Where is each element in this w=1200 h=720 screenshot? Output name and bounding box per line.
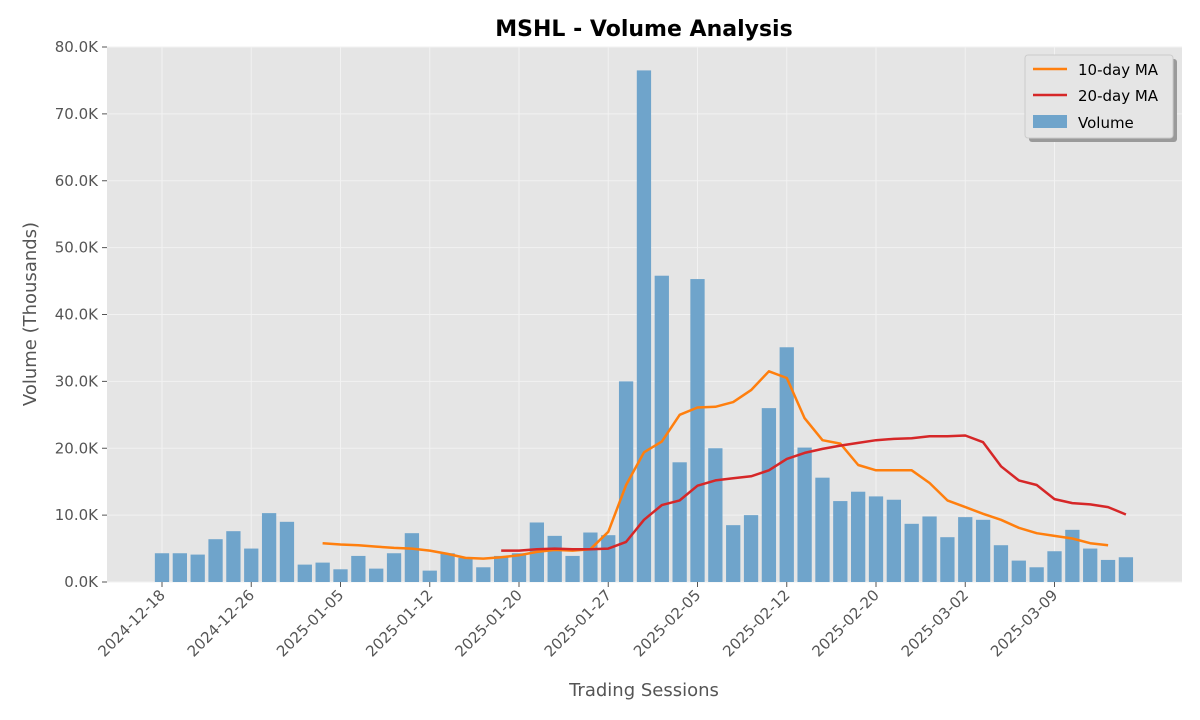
- ma10-line: [322, 370, 1109, 560]
- volume-bar: [975, 519, 991, 582]
- volume-bar: [779, 347, 794, 582]
- x-tick-label: 2025-03-09: [987, 586, 1061, 660]
- x-tick-label: 2025-01-12: [362, 586, 436, 660]
- volume-bar: [208, 539, 223, 582]
- y-axis-ticks: 0.0K 10.0K 20.0K 30.0K 40.0K 50.0K 60.0K 70.0K 8…: [55, 38, 107, 591]
- y-tick-label: 40.0K: [55, 306, 99, 324]
- volume-bar: [386, 553, 402, 582]
- volume-bar: [618, 381, 634, 582]
- x-tick-label: 2025-01-27: [541, 586, 615, 660]
- volume-bar: [886, 499, 901, 582]
- volume-bar: [851, 491, 866, 582]
- volume-bar: [261, 513, 277, 582]
- volume-bar: [958, 517, 973, 582]
- volume-bar: [1065, 529, 1080, 582]
- volume-bar: [511, 553, 527, 582]
- legend: 10-day MA 20-day MA Volume: [1024, 54, 1177, 142]
- volume-bar: [369, 568, 384, 582]
- x-tick-label: 2025-01-05: [273, 586, 347, 660]
- volume-bar: [315, 562, 330, 582]
- volume-bar: [279, 521, 295, 582]
- legend-label-volume: Volume: [1078, 114, 1134, 132]
- volume-bar: [993, 545, 1009, 582]
- chart-title: MSHL - Volume Analysis: [495, 17, 792, 42]
- volume-bar: [922, 516, 937, 582]
- volume-bar: [547, 535, 562, 582]
- volume-bar: [761, 408, 777, 582]
- ma20-line: [501, 434, 1127, 552]
- x-tick-label: 2025-03-02: [898, 586, 972, 660]
- volume-bar: [1083, 548, 1098, 582]
- y-tick-label: 70.0K: [55, 105, 99, 123]
- y-tick-label: 10.0K: [55, 506, 99, 524]
- y-axis-label: Volume (Thousands): [20, 222, 41, 406]
- volume-bar: [190, 554, 205, 582]
- x-tick-label: 2025-02-20: [808, 586, 882, 660]
- moving-average-lines: [322, 370, 1127, 560]
- y-tick-label: 20.0K: [55, 439, 99, 457]
- y-tick-label: 0.0K: [64, 573, 99, 591]
- legend-label-ma10: 10-day MA: [1078, 61, 1159, 79]
- volume-bar: [583, 532, 598, 582]
- volume-bars: [154, 70, 1134, 582]
- volume-bar: [743, 515, 759, 582]
- volume-bar: [1029, 567, 1044, 582]
- volume-bar: [1011, 560, 1026, 582]
- y-tick-label: 60.0K: [55, 172, 99, 190]
- volume-bar: [297, 564, 312, 582]
- y-tick-label: 80.0K: [55, 38, 99, 56]
- volume-bar: [458, 557, 473, 582]
- legend-label-ma20: 20-day MA: [1078, 87, 1159, 105]
- volume-bar: [708, 448, 723, 582]
- x-tick-label: 2025-01-20: [451, 586, 525, 660]
- volume-bar: [351, 555, 366, 582]
- volume-bar: [404, 533, 420, 582]
- volume-bar: [476, 567, 491, 582]
- volume-bar: [672, 462, 687, 582]
- volume-bar: [422, 570, 437, 582]
- y-tick-label: 50.0K: [55, 239, 99, 257]
- volume-bar: [154, 553, 170, 582]
- x-tick-label: 2025-02-12: [719, 586, 793, 660]
- volume-bar: [726, 525, 741, 582]
- volume-bar: [940, 537, 955, 582]
- volume-bar: [172, 553, 187, 582]
- volume-bar: [226, 531, 241, 582]
- volume-bar: [494, 555, 509, 582]
- volume-bar: [333, 569, 348, 582]
- volume-bar: [565, 555, 580, 582]
- volume-bar: [904, 523, 919, 582]
- x-axis-label: Trading Sessions: [568, 680, 719, 701]
- legend-swatch-volume: [1033, 115, 1067, 128]
- x-tick-label: 2024-12-26: [184, 586, 258, 660]
- volume-bar: [1100, 559, 1116, 582]
- x-axis-ticks: 2024-12-18 2024-12-26 2025-01-05 2025-01-12…: [94, 582, 1061, 660]
- volume-bar: [244, 548, 259, 582]
- volume-bar: [1047, 551, 1062, 582]
- grid-lines: [107, 46, 1182, 583]
- y-tick-label: 30.0K: [55, 372, 99, 390]
- volume-bar: [636, 70, 652, 582]
- volume-bar: [833, 501, 848, 582]
- volume-bar: [797, 447, 812, 582]
- volume-bar: [690, 279, 705, 582]
- volume-bar: [601, 535, 616, 582]
- x-tick-label: 2024-12-18: [94, 586, 168, 660]
- volume-bar: [1118, 557, 1134, 582]
- x-tick-label: 2025-02-05: [630, 586, 704, 660]
- volume-bar: [654, 275, 669, 582]
- volume-bar: [440, 553, 455, 582]
- volume-bar: [815, 477, 830, 582]
- volume-bar: [868, 496, 884, 582]
